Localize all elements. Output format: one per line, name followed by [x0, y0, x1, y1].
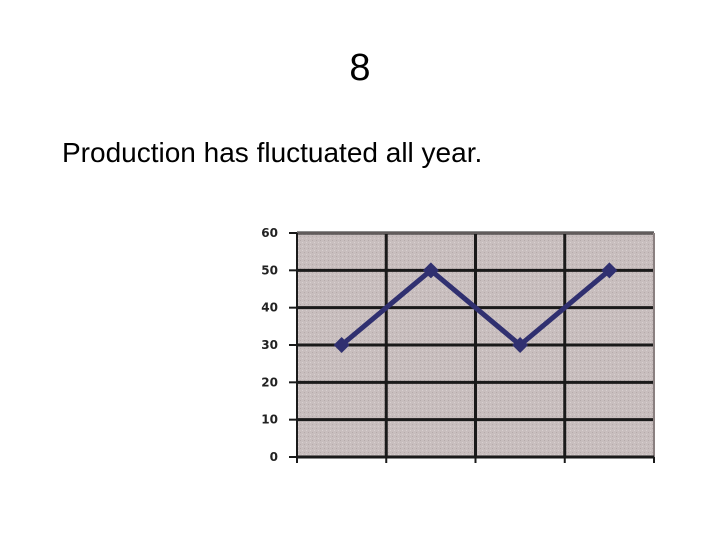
data-point	[512, 337, 529, 353]
data-point	[601, 262, 618, 279]
y-tick-labels: 0 10 20 30 40 50 60	[261, 226, 278, 464]
series	[333, 262, 618, 353]
body-text: Production has fluctuated all year.	[62, 137, 483, 168]
data-point	[333, 337, 350, 353]
axes	[289, 232, 655, 463]
y-tick-label: 20	[261, 375, 278, 389]
y-tick-label: 50	[261, 263, 278, 277]
y-tick-label: 40	[261, 301, 278, 315]
slide-number: 8	[349, 47, 371, 89]
y-tick-label: 0	[270, 450, 278, 464]
y-tick-label: 30	[261, 338, 278, 352]
y-tick-label: 10	[261, 413, 278, 427]
y-tick-label: 60	[261, 226, 278, 240]
data-point	[422, 262, 439, 279]
series-line	[340, 267, 611, 349]
